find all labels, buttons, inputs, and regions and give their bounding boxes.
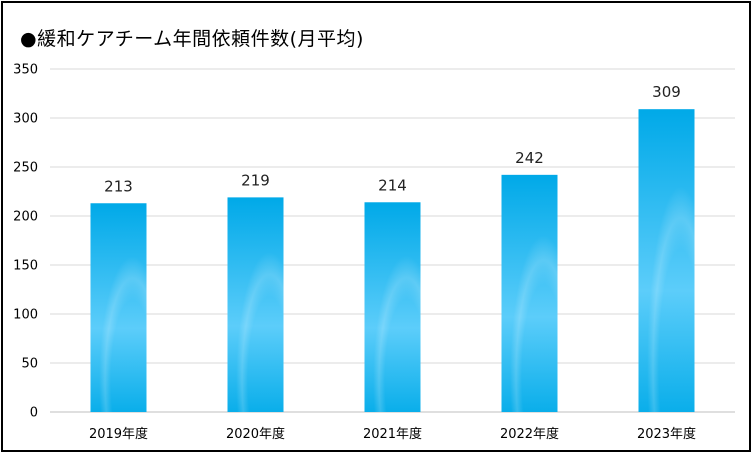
- bar-highlight: [364, 202, 421, 412]
- bar-highlight: [90, 203, 147, 412]
- x-tick-label: 2019年度: [89, 426, 148, 442]
- data-label: 214: [378, 176, 407, 194]
- y-tick-label: 100: [13, 308, 38, 323]
- data-labels: 213 219 214 242 309: [104, 83, 681, 195]
- y-tick-label: 250: [13, 161, 38, 176]
- y-tick-label: 0: [30, 406, 38, 421]
- y-tick-label: 150: [13, 259, 38, 274]
- data-label: 242: [515, 149, 544, 167]
- y-axis-ticks: 0 50 100 150 200 250 300 350: [13, 63, 38, 421]
- y-tick-label: 50: [21, 357, 38, 372]
- x-tick-label: 2022年度: [500, 426, 559, 442]
- data-label: 309: [652, 83, 681, 101]
- bar-highlight: [227, 197, 284, 412]
- x-axis-labels: 2019年度 2020年度 2021年度 2022年度 2023年度: [89, 426, 696, 442]
- chart-title: ●緩和ケアチーム年間依頼件数(月平均): [20, 28, 364, 50]
- y-tick-label: 350: [13, 63, 38, 78]
- bar-highlight: [638, 109, 695, 413]
- y-tick-label: 200: [13, 210, 38, 225]
- bar-highlight: [501, 174, 558, 412]
- x-tick-label: 2021年度: [363, 426, 422, 442]
- data-label: 213: [104, 177, 133, 195]
- y-tick-label: 300: [13, 112, 38, 127]
- data-label: 219: [241, 171, 270, 189]
- x-tick-label: 2020年度: [226, 426, 285, 442]
- x-tick-label: 2023年度: [637, 426, 696, 442]
- bars: [90, 109, 695, 413]
